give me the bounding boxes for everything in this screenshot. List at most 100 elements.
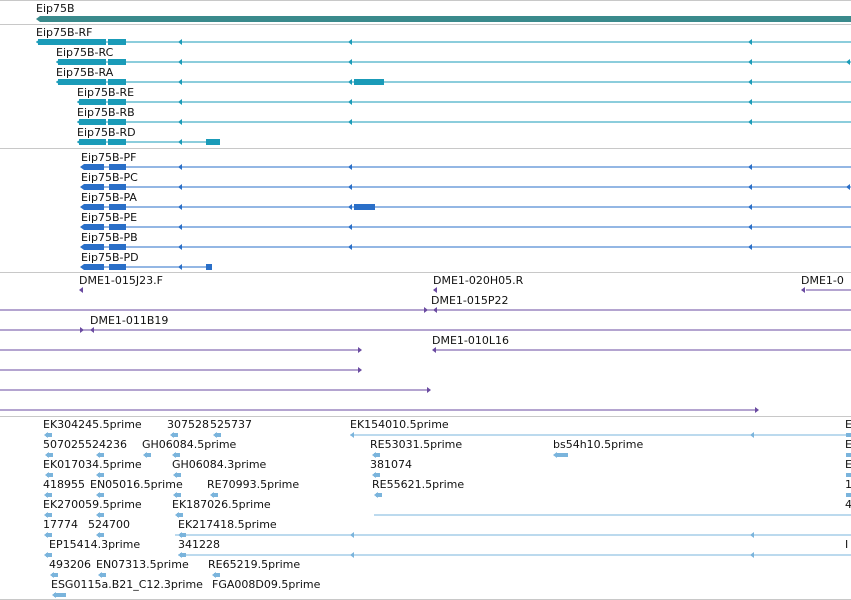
protein-label[interactable]: Eip75B-PC xyxy=(81,171,138,184)
protein-cds xyxy=(206,264,212,270)
est-exon xyxy=(98,513,104,517)
est-label[interactable]: EK304245.5prime xyxy=(43,418,142,431)
intron-direction-arrow xyxy=(350,552,354,558)
intron-direction-arrow xyxy=(348,184,352,190)
clone-label[interactable]: DME1-011B19 xyxy=(90,314,169,327)
intron-direction-arrow xyxy=(846,59,850,65)
clone-end-marker xyxy=(424,307,428,313)
est-label[interactable]: FGA008D09.5prime xyxy=(212,578,321,591)
protein-cds xyxy=(109,224,126,230)
protein-strand-arrow xyxy=(80,264,84,270)
est-strand-arrow xyxy=(175,512,179,518)
est-exon xyxy=(374,453,380,457)
est-label[interactable]: EP15414.3prime xyxy=(49,538,141,551)
est-strand-arrow xyxy=(213,432,217,438)
est-label[interactable]: E xyxy=(845,438,851,451)
protein-cds xyxy=(354,204,375,210)
est-strand-arrow xyxy=(44,552,48,558)
est-label[interactable]: 341228 xyxy=(178,538,220,551)
clone-label[interactable]: DME1-015P22 xyxy=(431,294,509,307)
protein-cds xyxy=(109,264,126,270)
transcript-strand-arrow xyxy=(77,99,81,105)
est-exon xyxy=(175,473,181,477)
protein-strand-arrow xyxy=(80,164,84,170)
transcript-exon xyxy=(108,79,126,85)
protein-label[interactable]: Eip75B-PD xyxy=(81,251,139,264)
intron-direction-arrow xyxy=(748,224,752,230)
transcript-label[interactable]: Eip75B-RA xyxy=(56,66,114,79)
clone-label[interactable]: DME1-0 xyxy=(801,274,844,287)
transcript-label[interactable]: Eip75B-RE xyxy=(77,86,135,99)
est-label[interactable]: EK017034.5prime xyxy=(43,458,142,471)
est-label[interactable]: I xyxy=(845,538,849,551)
est-label[interactable]: ESG0115a.B21_C12.3prime xyxy=(51,578,203,591)
transcript-exon xyxy=(79,119,106,125)
est-label[interactable]: EN05016.5prime xyxy=(90,478,183,491)
est-strand-arrow xyxy=(553,452,557,458)
transcript-strand-arrow xyxy=(77,139,81,145)
est-exon xyxy=(145,453,151,457)
est-exon xyxy=(374,473,380,477)
intron-direction-arrow xyxy=(748,184,752,190)
transcript-exon xyxy=(58,59,106,65)
est-label[interactable]: 17774 xyxy=(43,518,78,531)
transcript-exon xyxy=(108,59,126,65)
transcript-label[interactable]: Eip75B-RB xyxy=(77,106,135,119)
intron-direction-arrow xyxy=(178,224,182,230)
transcript-label[interactable]: Eip75B-RC xyxy=(56,46,114,59)
est-exon xyxy=(846,453,851,457)
est-label[interactable]: GH06084.5prime xyxy=(142,438,237,451)
est-exon xyxy=(846,493,851,497)
transcript-exon xyxy=(206,139,220,145)
transcript-strand-arrow xyxy=(56,79,60,85)
est-label[interactable]: 525737 xyxy=(210,418,252,431)
est-label[interactable]: 381074 xyxy=(370,458,412,471)
clone-label[interactable]: DME1-020H05.R xyxy=(433,274,524,287)
est-label[interactable]: EN07313.5prime xyxy=(96,558,189,571)
intron-direction-arrow xyxy=(348,224,352,230)
protein-label[interactable]: Eip75B-PF xyxy=(81,151,137,164)
est-strand-arrow xyxy=(96,532,100,538)
transcript-exon xyxy=(38,39,106,45)
est-label[interactable]: bs54h10.5prime xyxy=(553,438,644,451)
est-label[interactable]: 307528 xyxy=(167,418,209,431)
est-exon xyxy=(52,573,58,577)
est-label[interactable]: 1 xyxy=(845,478,851,491)
est-label[interactable]: E xyxy=(845,418,851,431)
est-label[interactable]: RE70993.5prime xyxy=(207,478,300,491)
est-label[interactable]: 524700 xyxy=(88,518,130,531)
protein-strand-arrow xyxy=(80,184,84,190)
intron-direction-arrow xyxy=(178,59,182,65)
est-label[interactable]: EK217418.5prime xyxy=(178,518,277,531)
est-label[interactable]: GH06084.3prime xyxy=(172,458,267,471)
est-label[interactable]: RE53031.5prime xyxy=(370,438,463,451)
transcript-exon xyxy=(108,39,126,45)
est-label[interactable]: RE55621.5prime xyxy=(372,478,465,491)
est-label[interactable]: 493206 xyxy=(49,558,91,571)
transcript-exon xyxy=(79,139,106,145)
est-label[interactable]: EK187026.5prime xyxy=(172,498,271,511)
transcript-strand-arrow xyxy=(77,119,81,125)
protein-label[interactable]: Eip75B-PA xyxy=(81,191,137,204)
est-exon xyxy=(214,573,220,577)
intron-direction-arrow xyxy=(846,184,850,190)
est-label[interactable]: EK270059.5prime xyxy=(43,498,142,511)
est-strand-arrow xyxy=(96,472,100,478)
protein-cds xyxy=(109,244,126,250)
protein-label[interactable]: Eip75B-PB xyxy=(81,231,138,244)
transcript-label[interactable]: Eip75B-RD xyxy=(77,126,136,139)
intron-direction-arrow xyxy=(748,119,752,125)
protein-label[interactable]: Eip75B-PE xyxy=(81,211,138,224)
transcript-label[interactable]: Eip75B-RF xyxy=(36,26,93,39)
intron-direction-arrow xyxy=(748,204,752,210)
est-label[interactable]: 4 xyxy=(845,498,851,511)
est-label[interactable]: E xyxy=(845,458,851,471)
clone-label[interactable]: DME1-015J23.F xyxy=(79,274,163,287)
est-label[interactable]: RE65219.5prime xyxy=(208,558,301,571)
est-strand-arrow xyxy=(173,492,177,498)
est-label[interactable]: 418955 xyxy=(43,478,85,491)
est-label[interactable]: 507025524236 xyxy=(43,438,127,451)
est-label[interactable]: EK154010.5prime xyxy=(350,418,449,431)
clone-label[interactable]: DME1-010L16 xyxy=(432,334,509,347)
